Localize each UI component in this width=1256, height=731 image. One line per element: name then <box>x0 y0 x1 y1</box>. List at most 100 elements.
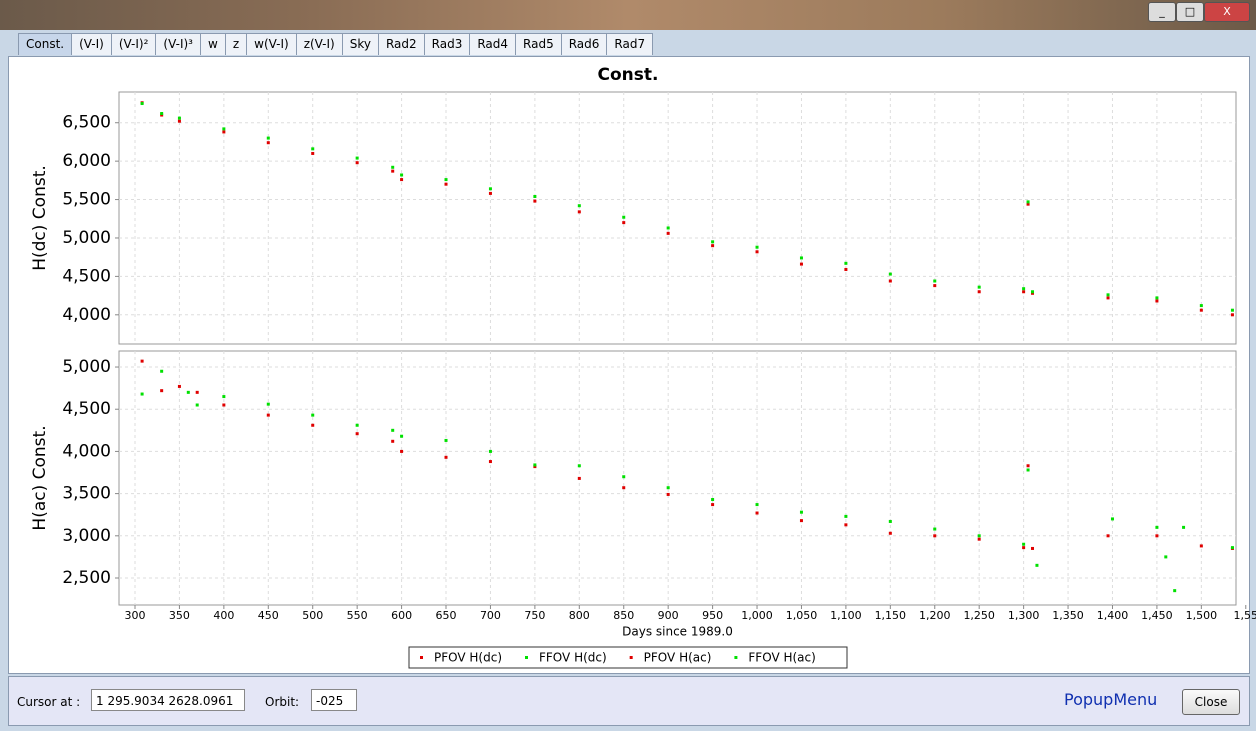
y-tick-label: 4,000 <box>62 305 111 325</box>
point <box>1106 534 1110 538</box>
y-axis-label: H(dc) Const. <box>30 165 50 271</box>
point <box>1230 313 1234 317</box>
maximize-button[interactable]: □ <box>1176 2 1204 22</box>
minimize-button[interactable]: _ <box>1148 2 1176 22</box>
point <box>844 523 848 527</box>
point <box>195 390 199 394</box>
point <box>488 187 492 191</box>
tab[interactable]: z(V-I) <box>295 33 343 55</box>
popup-menu[interactable]: PopupMenu <box>1064 690 1158 709</box>
legend-swatch <box>734 656 738 659</box>
x-tick-label: 450 <box>258 609 279 622</box>
point <box>186 390 190 394</box>
point <box>1155 299 1159 303</box>
point <box>444 455 448 459</box>
close-button[interactable]: Close <box>1182 689 1240 715</box>
point <box>755 250 759 254</box>
point <box>888 279 892 283</box>
point <box>622 486 626 490</box>
plot-area <box>118 350 1237 606</box>
point <box>140 359 144 363</box>
point <box>666 492 670 496</box>
close-window-button[interactable]: X <box>1204 2 1250 22</box>
tab[interactable]: (V-I)³ <box>155 33 201 55</box>
point <box>1031 290 1035 294</box>
x-tick-label: 950 <box>702 609 723 622</box>
x-tick-label: 1,100 <box>830 609 862 622</box>
tab[interactable]: Rad2 <box>377 33 425 55</box>
x-axis-label: Days since 1989.0 <box>622 625 733 639</box>
chart-title: Const. <box>598 65 659 85</box>
x-tick-label: 1,350 <box>1052 609 1084 622</box>
point <box>1173 589 1177 593</box>
point <box>1199 544 1203 548</box>
tab[interactable]: w(V-I) <box>246 33 297 55</box>
point <box>488 460 492 464</box>
x-tick-label: 1,200 <box>919 609 951 622</box>
point <box>1106 296 1110 300</box>
point <box>177 119 181 123</box>
point <box>888 519 892 523</box>
point <box>266 413 270 417</box>
tab[interactable]: Rad7 <box>606 33 654 55</box>
orbit-field[interactable]: -025 <box>311 689 357 711</box>
point <box>266 136 270 140</box>
point <box>355 432 359 436</box>
x-tick-label: 500 <box>302 609 323 622</box>
x-tick-label: 1,050 <box>786 609 818 622</box>
x-tick-label: 1,500 <box>1186 609 1218 622</box>
point <box>533 199 537 203</box>
point <box>1022 290 1026 294</box>
point <box>177 116 181 120</box>
point <box>222 130 226 134</box>
point <box>755 245 759 249</box>
point <box>488 449 492 453</box>
point <box>1164 555 1168 559</box>
tab[interactable]: (V-I) <box>71 33 112 55</box>
point <box>444 438 448 442</box>
point <box>400 434 404 438</box>
point <box>140 392 144 396</box>
point <box>711 503 715 507</box>
x-tick-label: 1,000 <box>741 609 773 622</box>
point <box>711 498 715 502</box>
point <box>844 261 848 265</box>
point <box>755 503 759 507</box>
point <box>1022 542 1026 546</box>
tab[interactable]: Rad6 <box>560 33 608 55</box>
x-tick-label: 1,55 <box>1234 609 1256 622</box>
point <box>888 272 892 276</box>
x-tick-label: 900 <box>658 609 679 622</box>
point <box>1230 308 1234 312</box>
y-tick-label: 6,500 <box>62 113 111 133</box>
point <box>1106 293 1110 297</box>
point <box>1155 296 1159 300</box>
point <box>799 256 803 260</box>
point <box>977 537 981 541</box>
tab[interactable]: Const. <box>18 33 73 55</box>
point <box>311 423 315 427</box>
x-tick-label: 1,300 <box>1008 609 1040 622</box>
x-tick-label: 400 <box>213 609 234 622</box>
x-tick-label: 600 <box>391 609 412 622</box>
point <box>1026 202 1030 206</box>
point <box>391 169 395 173</box>
point <box>391 439 395 443</box>
cursor-field[interactable]: 1 295.9034 2628.0961 <box>91 689 245 711</box>
tab[interactable]: Rad3 <box>423 33 471 55</box>
y-tick-label: 5,000 <box>62 357 111 377</box>
point <box>1110 517 1114 521</box>
legend <box>408 646 848 669</box>
footer: Cursor at : 1 295.9034 2628.0961 Orbit: … <box>8 676 1250 726</box>
legend-swatch <box>629 656 633 659</box>
x-tick-label: 1,450 <box>1141 609 1173 622</box>
point <box>533 194 537 198</box>
tab[interactable]: Sky <box>341 33 379 55</box>
tab[interactable]: (V-I)² <box>110 33 157 55</box>
x-tick-label: 1,400 <box>1097 609 1129 622</box>
x-tick-label: 1,250 <box>963 609 995 622</box>
tab[interactable]: Rad5 <box>515 33 562 55</box>
point <box>755 511 759 515</box>
y-tick-label: 4,500 <box>62 399 111 419</box>
